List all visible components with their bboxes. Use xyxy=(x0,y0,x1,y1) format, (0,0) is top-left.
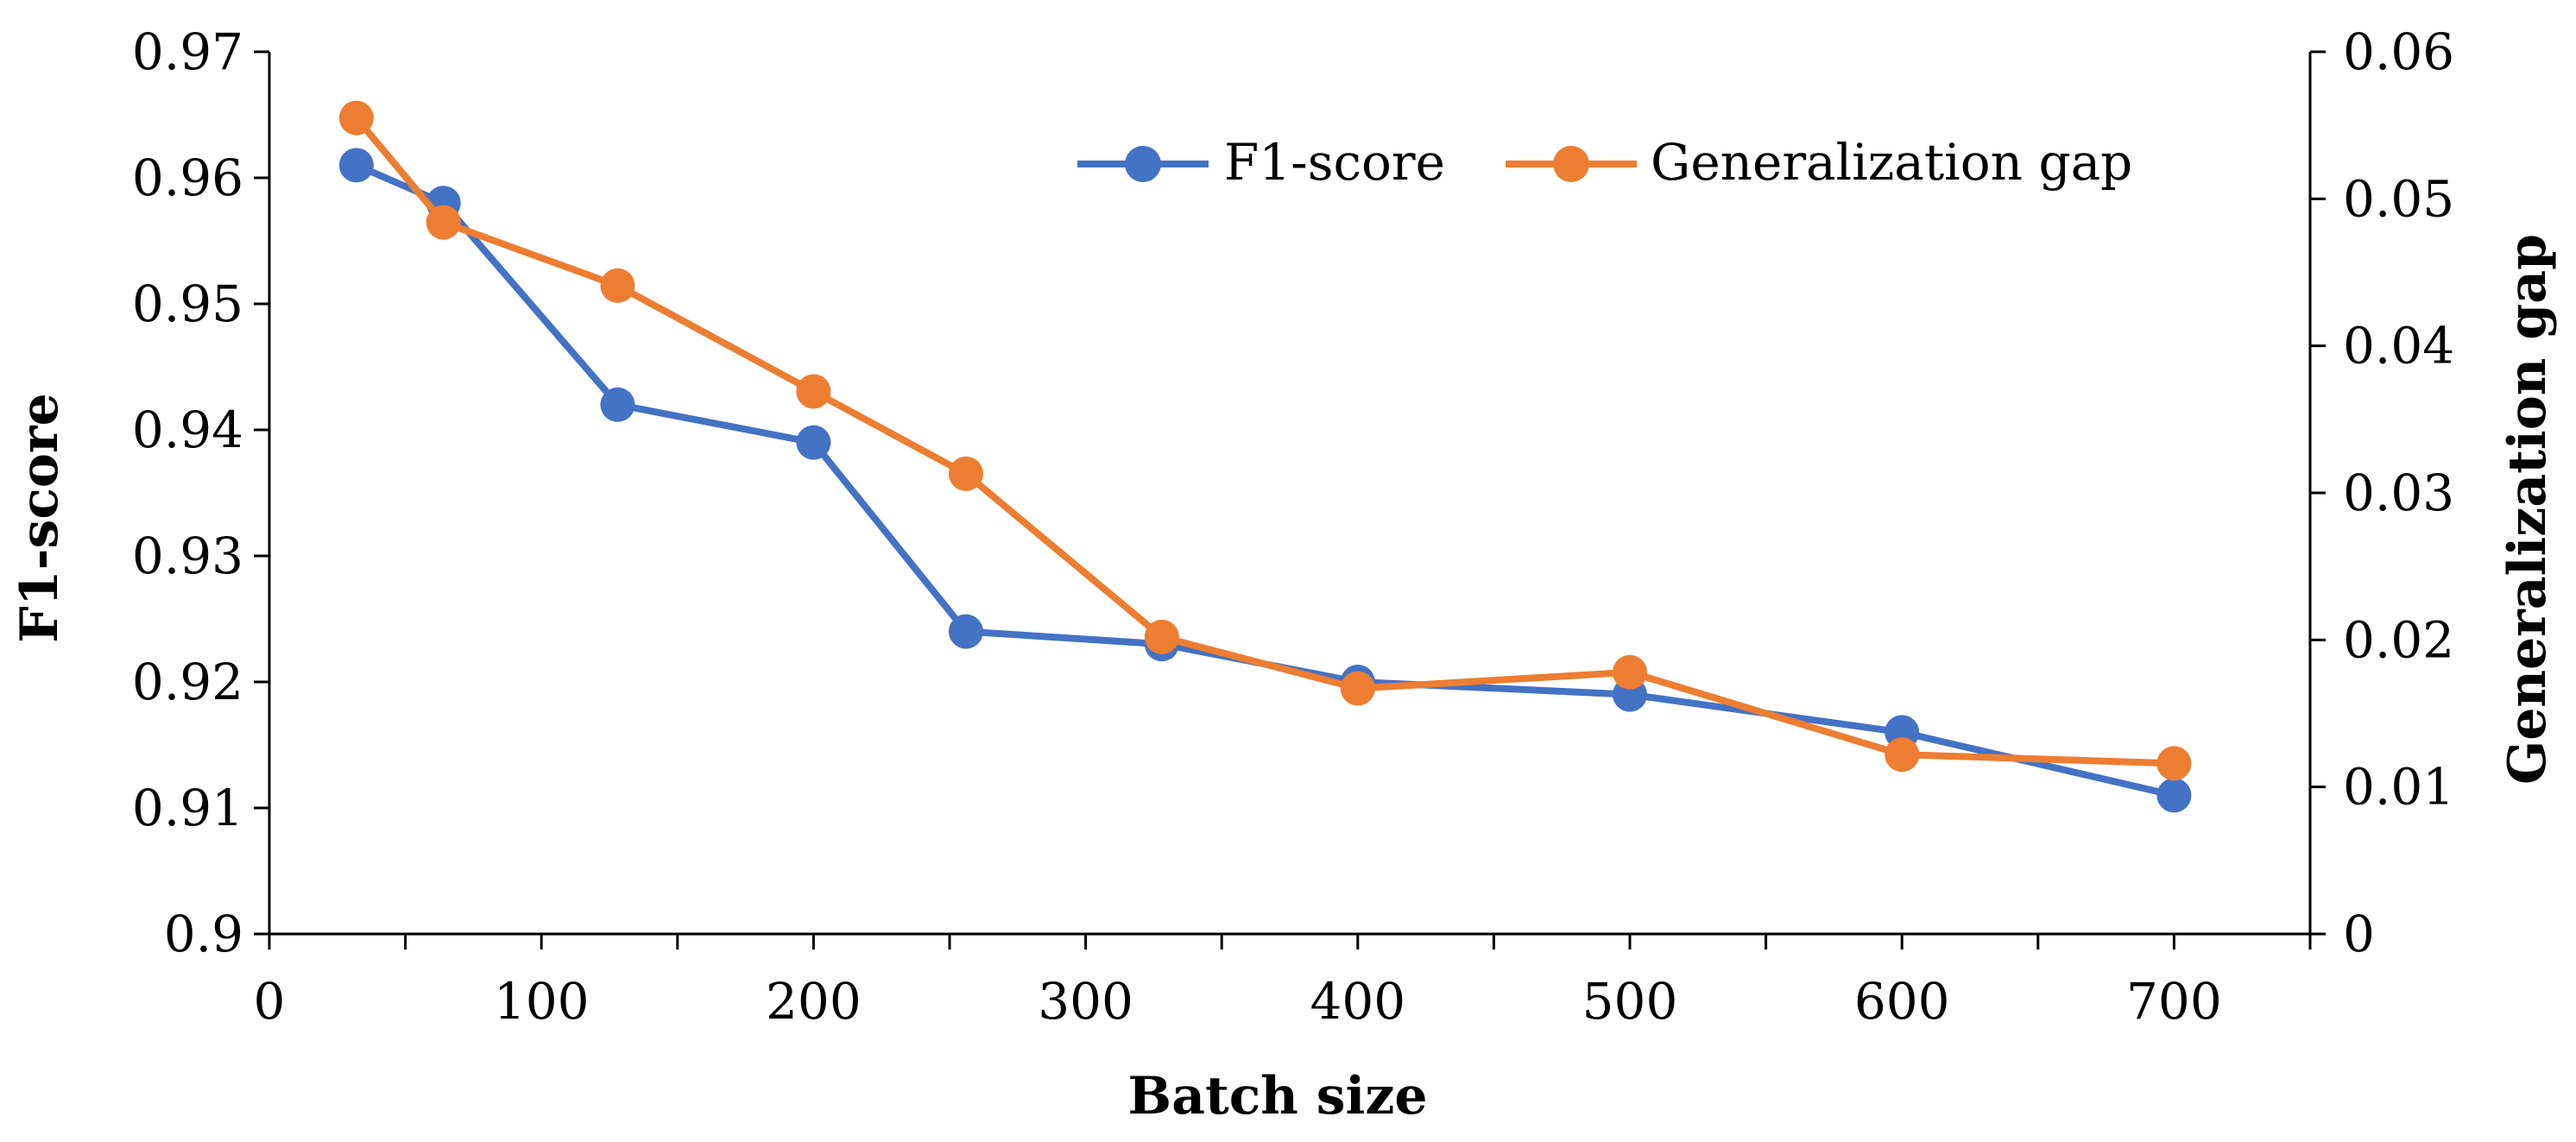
right-axis-tick-label: 0.06 xyxy=(2343,22,2454,81)
legend-label-f1: F1-score xyxy=(1224,133,1445,192)
right-axis-ticks: 0 0.01 0.02 0.03 0.04 0.05 0.06 xyxy=(2310,22,2454,963)
data-point xyxy=(426,205,461,240)
right-axis-tick-label: 0 xyxy=(2343,905,2375,963)
legend: F1-score Generalization gap xyxy=(1077,133,2132,192)
data-point xyxy=(1144,619,1179,654)
data-point xyxy=(796,425,831,460)
data-point xyxy=(2156,746,2192,781)
left-axis-tick-label: 0.91 xyxy=(132,779,243,837)
right-axis-tick-label: 0.04 xyxy=(2343,317,2454,375)
left-axis-tick-label: 0.93 xyxy=(132,527,243,585)
left-axis-tick-label: 0.97 xyxy=(132,22,243,81)
x-axis-title: Batch size xyxy=(1127,1066,1427,1126)
x-axis-tick-label: 400 xyxy=(1310,972,1405,1031)
right-axis-title: Generalization gap xyxy=(2497,234,2558,785)
data-point xyxy=(1885,737,1920,773)
right-axis-tick-label: 0.02 xyxy=(2343,610,2454,669)
data-point xyxy=(948,614,983,649)
legend-marker-gap xyxy=(1553,146,1589,182)
data-point xyxy=(1613,654,1647,690)
right-axis-tick-label: 0.03 xyxy=(2343,464,2454,522)
x-axis-tick-label: 200 xyxy=(766,972,862,1031)
legend-label-gap: Generalization gap xyxy=(1651,133,2132,192)
series-layer xyxy=(338,100,2192,813)
right-axis-tick-label: 0.05 xyxy=(2343,169,2454,228)
left-axis-tick-label: 0.94 xyxy=(132,401,243,459)
x-axis-tick-label: 100 xyxy=(494,972,590,1031)
left-axis-tick-label: 0.95 xyxy=(132,274,243,333)
data-point xyxy=(338,148,374,183)
x-axis-ticks: 0 100 200 300 400 500 600 700 xyxy=(254,934,2312,1031)
left-axis-ticks: 0.9 0.91 0.92 0.93 0.94 0.95 0.96 0.97 xyxy=(132,22,269,963)
data-point xyxy=(2156,778,2192,813)
series-line xyxy=(353,116,2175,767)
legend-marker-f1 xyxy=(1125,146,1161,182)
left-axis-tick-label: 0.96 xyxy=(132,148,243,207)
left-axis-title: F1-score xyxy=(9,393,70,642)
data-point xyxy=(338,100,374,136)
data-point xyxy=(600,387,635,422)
left-axis-tick-label: 0.92 xyxy=(132,653,243,711)
series-line xyxy=(355,161,2175,799)
data-point xyxy=(1340,671,1375,706)
data-point xyxy=(948,456,983,491)
x-axis-tick-label: 700 xyxy=(2126,972,2222,1031)
x-axis-tick-label: 0 xyxy=(254,972,286,1031)
x-axis-tick-label: 300 xyxy=(1038,972,1133,1031)
series-generalization-gap xyxy=(338,100,2192,781)
series-f1-score xyxy=(338,148,2192,813)
left-axis-tick-label: 0.9 xyxy=(164,905,243,963)
x-axis-tick-label: 600 xyxy=(1854,972,1950,1031)
data-point xyxy=(796,374,831,409)
x-axis-tick-label: 500 xyxy=(1582,972,1678,1031)
right-axis-tick-label: 0.01 xyxy=(2343,758,2454,817)
data-point xyxy=(600,268,635,303)
